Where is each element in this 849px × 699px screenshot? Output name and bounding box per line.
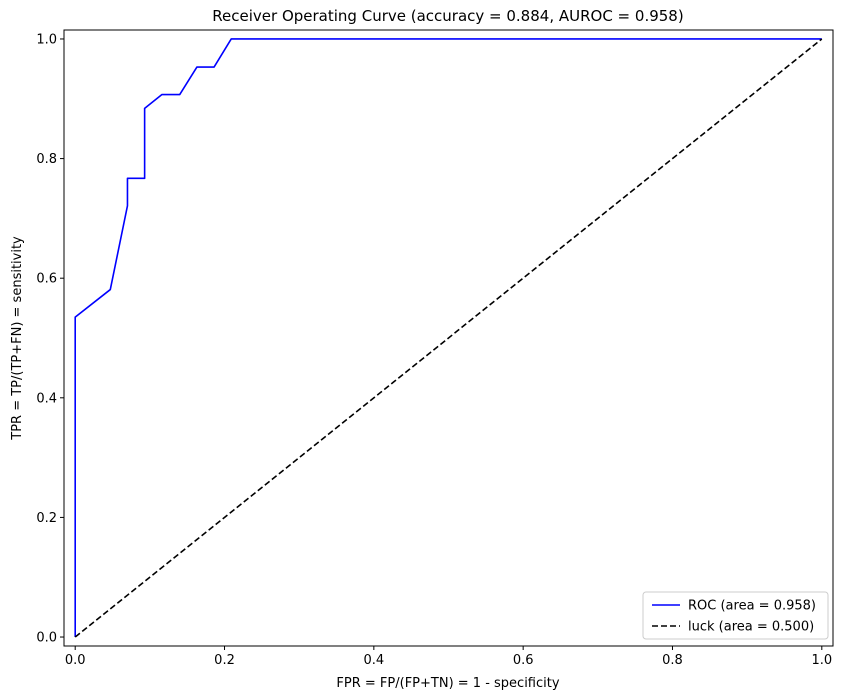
y-tick-label: 1.0 bbox=[36, 32, 57, 47]
plot-area bbox=[74, 38, 823, 638]
series-line-1 bbox=[74, 38, 823, 638]
plot-frame bbox=[63, 29, 834, 647]
y-tick-label: 0.0 bbox=[36, 631, 57, 646]
y-axis-label: TPR = TP/(TP+FN) = sensitivity bbox=[10, 236, 25, 441]
legend-label-1: luck (area = 0.500) bbox=[688, 620, 814, 635]
legend: ROC (area = 0.958) luck (area = 0.500) bbox=[642, 591, 829, 640]
x-tick-label: 0.0 bbox=[65, 653, 86, 668]
chart-title: Receiver Operating Curve (accuracy = 0.8… bbox=[212, 7, 683, 25]
x-tick-label: 0.4 bbox=[363, 653, 384, 668]
y-tick-label: 0.4 bbox=[36, 391, 57, 406]
x-axis-label: FPR = FP/(FP+TN) = 1 - specificity bbox=[336, 676, 559, 691]
x-tick-label: 0.2 bbox=[214, 653, 235, 668]
y-axis-ticks: 0.0 0.2 0.4 0.6 0.8 1.0 bbox=[36, 32, 64, 646]
y-tick-label: 0.6 bbox=[36, 272, 57, 287]
series-line-0 bbox=[74, 38, 822, 638]
y-tick-label: 0.2 bbox=[36, 511, 57, 526]
x-tick-label: 1.0 bbox=[811, 653, 832, 668]
x-tick-label: 0.8 bbox=[662, 653, 683, 668]
legend-box bbox=[642, 591, 829, 640]
y-tick-label: 0.8 bbox=[36, 152, 57, 167]
x-tick-label: 0.6 bbox=[513, 653, 534, 668]
x-axis-ticks: 0.0 0.2 0.4 0.6 0.8 1.0 bbox=[65, 646, 832, 668]
legend-label-0: ROC (area = 0.958) bbox=[688, 599, 816, 614]
